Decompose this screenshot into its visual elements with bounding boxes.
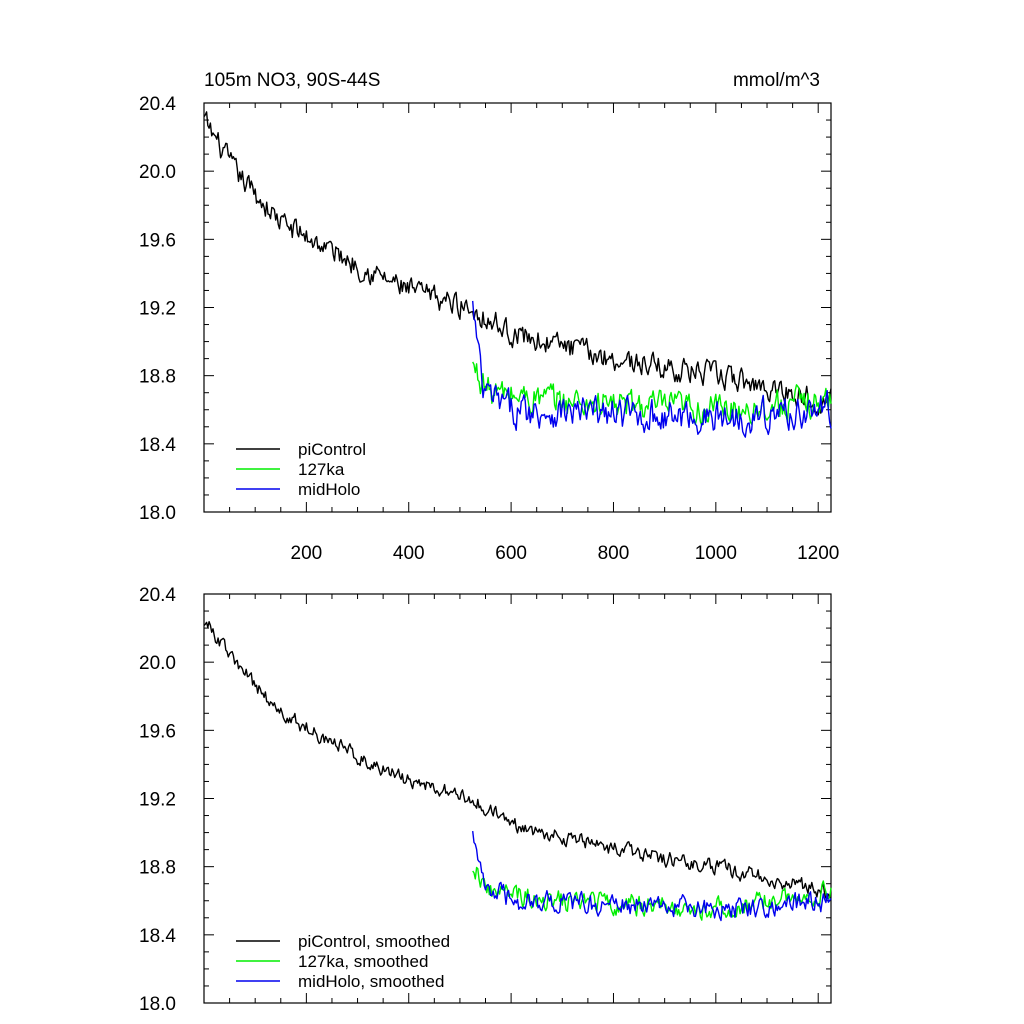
y-tick-label: 19.6 [139,721,176,742]
legend-label: 127ka, smoothed [298,952,428,971]
y-tick-label: 19.2 [139,790,176,811]
y-tick-label: 19.2 [139,299,176,320]
title-left: 105m NO3, 90S-44S [204,70,380,91]
x-tick-label: 1200 [797,543,839,564]
y-tick-label: 20.4 [139,94,176,115]
y-tick-label: 18.4 [139,926,176,947]
x-tick-label: 1000 [695,543,737,564]
series-line-picontrol [203,111,832,416]
x-tick-label: 800 [598,543,630,564]
x-tick-label: 200 [291,543,323,564]
x-tick-label: 600 [495,543,527,564]
y-tick-label: 18.8 [139,367,176,388]
series-line-picontrol-smoothed [203,621,832,899]
x-tick-label: 400 [393,543,425,564]
series-line-127ka [472,361,832,427]
panel-bottom: 18.0 18.4 18.8 19.2 19.6 20.0 20.4 piControl, s… [139,585,832,1015]
legend-label: piControl [298,440,366,459]
series-line-midholo-smoothed [472,831,832,922]
series-line-midholo [472,300,832,438]
y-tick-label: 20.0 [139,162,176,183]
legend-label: midHolo, smoothed [298,972,444,991]
legend-label: 127ka [298,460,345,479]
y-tick-label: 18.8 [139,858,176,879]
y-tick-label: 19.6 [139,230,176,251]
legend-label: piControl, smoothed [298,932,450,951]
y-tick-label: 20.4 [139,585,176,606]
y-tick-label: 18.0 [139,994,176,1015]
legend-label: midHolo [298,480,360,499]
y-tick-label: 18.4 [139,435,176,456]
y-tick-label: 20.0 [139,653,176,674]
y-tick-label: 18.0 [139,503,176,524]
title-right: mmol/m^3 [733,70,820,91]
series-line-127ka-smoothed [472,866,832,921]
panel-top: 18.0 18.4 18.8 19.2 19.6 20.0 20.4 200 400 600 800… [139,94,839,564]
